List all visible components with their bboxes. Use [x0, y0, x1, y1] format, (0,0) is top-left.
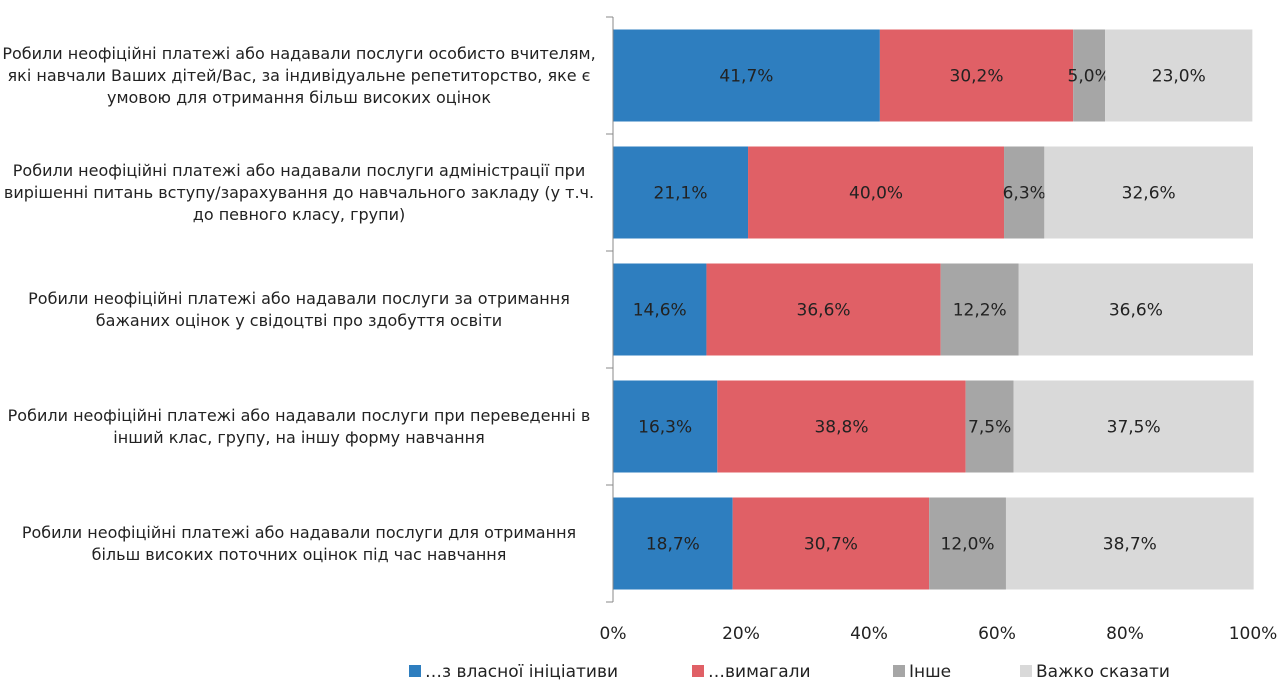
bar-segment — [965, 380, 1014, 473]
category-label: Робили неофіційні платежі або надавали п… — [21, 522, 577, 564]
category-label: Робили неофіційні платежі або надавали п… — [7, 405, 591, 447]
legend-swatch — [409, 665, 421, 677]
bar-segment — [613, 146, 749, 239]
data-label: 6,3% — [1003, 184, 1046, 204]
bar-segment — [748, 146, 1005, 239]
x-tick-label: 80% — [1106, 624, 1144, 644]
data-label: 38,7% — [1103, 535, 1157, 555]
legend-label: Інше — [909, 662, 951, 682]
bar-segment — [613, 380, 718, 473]
legend-label: …вимагали — [708, 662, 811, 682]
x-tick-label: 40% — [850, 624, 888, 644]
data-label: 12,2% — [953, 301, 1007, 321]
data-label: 36,6% — [1109, 301, 1163, 321]
data-label: 5,0% — [1068, 67, 1111, 87]
data-label: 30,2% — [950, 67, 1004, 87]
bar-segment — [1005, 497, 1254, 590]
data-label: 23,0% — [1152, 67, 1206, 87]
data-label: 7,5% — [968, 418, 1011, 438]
bar-segment — [1018, 263, 1253, 356]
category-label: Робили неофіційні платежі або надавали п… — [2, 43, 596, 107]
bar-segment — [706, 263, 941, 356]
bar-segment — [879, 29, 1074, 122]
legend-swatch — [1020, 665, 1032, 677]
bar-segment — [613, 497, 733, 590]
legend-label: …з власної ініціативи — [425, 662, 618, 682]
data-label: 14,6% — [633, 301, 687, 321]
x-tick-label: 20% — [722, 624, 760, 644]
data-label: 32,6% — [1122, 184, 1176, 204]
data-label: 38,8% — [814, 418, 868, 438]
data-label: 40,0% — [849, 184, 903, 204]
legend-label: Важко сказати — [1036, 662, 1170, 682]
x-tick-label: 0% — [600, 624, 627, 644]
bar-segment — [717, 380, 966, 473]
data-label: 18,7% — [646, 535, 700, 555]
x-tick-label: 100% — [1229, 624, 1278, 644]
x-tick-label: 60% — [978, 624, 1016, 644]
bar-segment — [732, 497, 930, 590]
data-label: 12,0% — [941, 535, 995, 555]
data-label: 16,3% — [638, 418, 692, 438]
data-label: 36,6% — [797, 301, 851, 321]
legend-swatch — [893, 665, 905, 677]
bar-segment — [1004, 146, 1045, 239]
bar-segment — [1013, 380, 1254, 473]
category-label: Робили неофіційні платежі або надавали п… — [28, 288, 570, 330]
bar-segment — [940, 263, 1019, 356]
legend-swatch — [692, 665, 704, 677]
bar-segment — [1073, 29, 1106, 122]
bar-segment — [929, 497, 1006, 590]
bar-segment — [613, 263, 707, 356]
category-label: Робили неофіційні платежі або надавали п… — [3, 160, 595, 224]
data-label: 37,5% — [1107, 418, 1161, 438]
data-label: 30,7% — [804, 535, 858, 555]
bar-segment — [613, 29, 880, 122]
bar-segment — [1044, 146, 1253, 239]
bar-segment — [1105, 29, 1253, 122]
data-label: 21,1% — [654, 184, 708, 204]
data-label: 41,7% — [719, 67, 773, 87]
